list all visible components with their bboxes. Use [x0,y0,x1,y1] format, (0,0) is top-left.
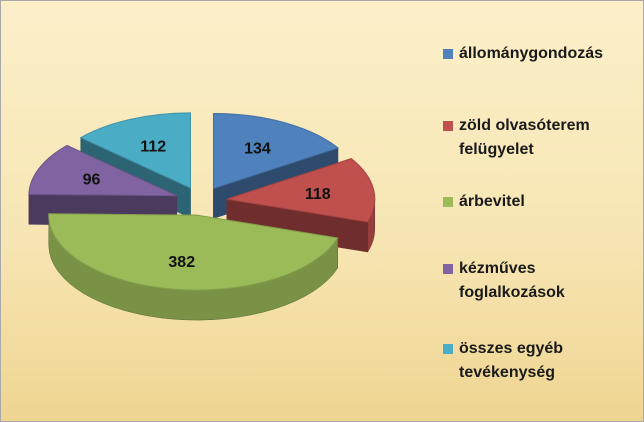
pie-tops [28,112,376,291]
data-label-3: 96 [83,172,101,189]
legend-item-0: állománygondozás [443,42,629,66]
legend-swatch [443,344,453,354]
legend-label: állománygondozás [459,45,604,62]
legend-swatch [443,264,453,274]
pie-slice-1 [226,158,376,223]
legend-item-3: kézműves foglalkozások [443,257,629,305]
pie-slice-4 [79,112,191,189]
legend-swatch [443,49,453,59]
legend-item-2: árbevitel [443,190,629,214]
data-label-1: 118 [305,186,331,203]
legend-label: árbevitel [459,193,525,210]
pie-slice-3 [28,144,178,197]
legend-item-4: összes egyéb tevékenység [443,337,629,385]
legend-item-1: zöld olvasóterem felügyelet [443,114,629,162]
legend-label: kézműves foglalkozások [459,260,565,301]
pie-slice-2 [48,213,339,291]
pie-slice-0 [212,112,340,190]
legend-swatch [443,197,453,207]
legend-swatch [443,121,453,131]
pie-data-labels: 134 118 382 96 112 [83,138,331,271]
legend-label: zöld olvasóterem felügyelet [459,117,590,158]
data-label-0: 134 [244,141,271,158]
data-label-4: 112 [140,138,166,155]
legend-label: összes egyéb tevékenység [459,340,564,381]
data-label-2: 382 [168,254,195,271]
